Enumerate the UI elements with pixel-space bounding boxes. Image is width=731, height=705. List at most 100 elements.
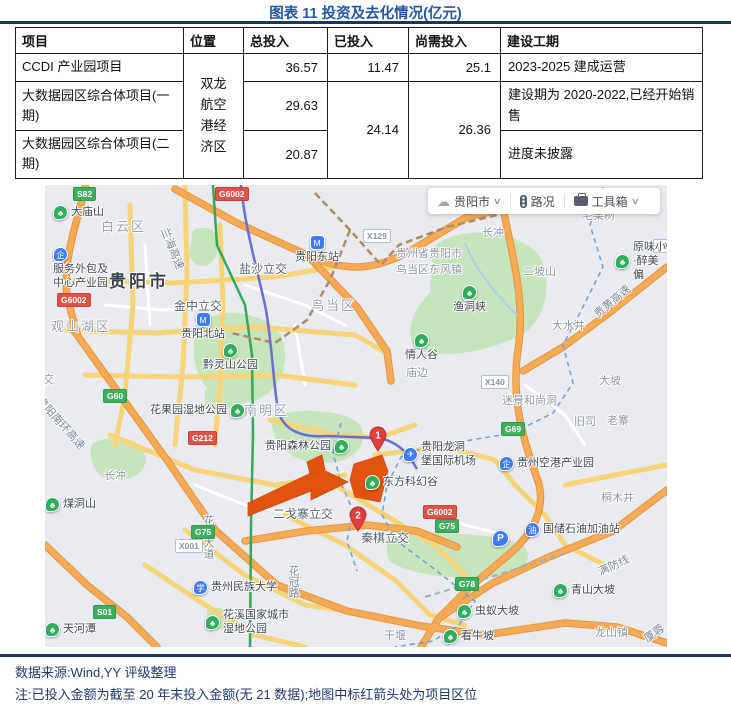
district-label: 南明区 xyxy=(244,403,290,418)
poi-scenic[interactable]: ♣ 天河潭 xyxy=(45,622,96,637)
poi-industrial-park[interactable]: 企服务外包及 中心产业园 xyxy=(53,247,108,291)
poi-metro-station[interactable]: M 贵阳北站 xyxy=(181,312,225,342)
parking-icon: P xyxy=(492,530,509,547)
poi-scenic[interactable]: ♣ 东方科幻谷 xyxy=(365,475,438,490)
toolbox-menu[interactable]: 工具箱 ∨ xyxy=(565,188,648,214)
place-label: 旧司 xyxy=(574,416,596,428)
map-pin-2[interactable]: 2 xyxy=(348,506,368,537)
place-label: 干堰 xyxy=(384,630,406,642)
minor-roads xyxy=(103,243,587,537)
poi-industrial-park[interactable]: 企贵州空港产业园 xyxy=(499,456,594,471)
total-cell: 20.87 xyxy=(243,129,328,179)
poi-airport[interactable]: ✈ 贵阳龙洞 堡国际机场 xyxy=(403,441,476,469)
district-boundary xyxy=(332,186,604,647)
poi-scenic[interactable]: ♣ 原味小 ·醉美偏 xyxy=(615,241,667,282)
project-name: CCDI 产业园项目 xyxy=(15,53,184,82)
poi-scenic[interactable]: ♣ 大庙山 xyxy=(53,205,104,220)
road-badge: G6002 xyxy=(215,187,249,201)
school-icon: 学 xyxy=(193,580,208,595)
place-label: 长冲 xyxy=(104,470,126,482)
poi-scenic[interactable]: ♣ 渔洞峡 xyxy=(453,285,486,315)
road-badge: G6002 xyxy=(423,505,457,519)
traffic-label: 路况 xyxy=(530,194,555,209)
figure-title: 图表 11 投资及去化情况(亿元) xyxy=(269,6,462,22)
road-badge: S01 xyxy=(93,605,117,619)
place-label: 龙山镇 xyxy=(595,627,628,639)
tree-icon: ♣ xyxy=(365,475,380,490)
interchange-label: 金中立交 xyxy=(174,299,223,313)
building-icon: 企 xyxy=(53,247,68,262)
place-label: 交 xyxy=(45,374,54,386)
col-remaining: 尚需投入 xyxy=(408,27,501,54)
city-selector-label: 贵阳市 xyxy=(454,194,491,209)
building-icon: 企 xyxy=(499,456,514,471)
metro-icon: M xyxy=(195,312,211,327)
metro-line xyxy=(239,185,419,470)
poi-scenic[interactable]: ♣ 花溪国家城市 湿地公园 xyxy=(205,609,289,637)
city-label: 贵阳市 xyxy=(109,272,169,291)
col-total: 总投入 xyxy=(243,27,328,54)
map-toolbar: ☁ 贵阳市 ∨ 路况 工具箱 ∨ xyxy=(428,188,660,214)
mountain-icon: ♣ xyxy=(443,629,458,644)
toolbar-divider xyxy=(509,194,511,208)
place-label: 桐木井 xyxy=(601,492,634,504)
poi-scenic[interactable]: 贵阳森林公园 ♣ xyxy=(265,439,349,454)
road-badge: X140 xyxy=(481,375,509,389)
tree-icon: ♣ xyxy=(223,343,238,358)
interchange-label: 秦棋立交 xyxy=(361,531,410,545)
toolbar-divider xyxy=(563,194,565,208)
road-badge: X978 xyxy=(653,239,667,253)
col-project: 项目 xyxy=(15,27,184,54)
chevron-down-icon: ∨ xyxy=(492,195,502,206)
poi-scenic[interactable]: ♣ 虫蚁大坡 xyxy=(457,604,519,619)
traffic-toggle[interactable]: 路况 xyxy=(511,188,564,214)
place-label: 大坡 xyxy=(599,375,621,387)
invested-cell: 11.47 xyxy=(327,53,409,82)
railway-south xyxy=(424,552,568,598)
poi-parking[interactable]: P xyxy=(492,530,509,547)
place-label: 大水井 xyxy=(552,320,585,332)
footnote: 注:已投入金额为截至 20 年末投入金额(无 21 数据);地图中标红箭头处为项… xyxy=(15,687,478,702)
plane-icon: ✈ xyxy=(403,447,418,463)
road-badge: X001 xyxy=(175,539,203,553)
interchange-label: 盐沙立交 xyxy=(239,262,288,276)
location-cell: 双龙航空港经济区 xyxy=(183,53,244,179)
place-label: 庙边 xyxy=(406,367,428,379)
poi-scenic[interactable]: ♣ 看牛坡 xyxy=(443,629,494,644)
traffic-light-icon xyxy=(519,194,527,208)
metro-icon: M xyxy=(309,235,325,250)
road-badge: S82 xyxy=(73,187,97,201)
poi-scenic[interactable]: ♣ 煤洞山 xyxy=(45,497,96,512)
place-label: 老寨 xyxy=(607,415,629,427)
city-selector[interactable]: ☁ 贵阳市 ∨ xyxy=(428,188,510,214)
poi-scenic[interactable]: ♣ 黔灵山公园 xyxy=(203,343,258,373)
map-pin-1[interactable]: 1 xyxy=(368,426,388,457)
district-label: 观山湖区 xyxy=(51,319,112,334)
schedule-cell: 2023-2025 建成运营 xyxy=(500,53,703,82)
table-header-row: 项目 位置 总投入 已投入 尚需投入 建设工期 xyxy=(15,27,703,54)
poi-university[interactable]: 学贵州民族大学 xyxy=(193,580,277,595)
place-label: 贵州省贵阳市 乌当区东风镇 xyxy=(396,248,462,276)
map[interactable]: ☁ 贵阳市 ∨ 路况 工具箱 ∨ 白云区 观山湖区 乌当区 南明区 贵阳市 毛栗… xyxy=(45,185,667,647)
poi-scenic[interactable]: 花果园湿地公园 ♣ xyxy=(150,403,245,418)
mountain-icon: ♣ xyxy=(553,583,568,598)
schedule-cell: 进度未披露 xyxy=(500,129,703,179)
remaining-cell: 26.36 xyxy=(408,80,501,179)
table-row: 大数据园区综合体项目(一期) 29.63 24.14 26.36 建设期为 20… xyxy=(15,80,703,179)
remaining-cell: 25.1 xyxy=(408,53,501,82)
investment-table: 项目 位置 总投入 已投入 尚需投入 建设工期 CCDI 产业园项目 双龙航空港… xyxy=(15,27,703,179)
top-rule xyxy=(0,21,731,24)
weather-cloud-icon: ☁ xyxy=(437,193,450,209)
poi-scenic[interactable]: ♣ 情人谷 xyxy=(405,333,438,363)
pin-shape xyxy=(349,506,367,532)
table-row: CCDI 产业园项目 双龙航空港经济区 36.57 11.47 25.1 202… xyxy=(15,53,703,179)
tree-icon: ♣ xyxy=(45,622,60,637)
poi-metro-station[interactable]: M 贵阳东站 xyxy=(295,235,339,265)
poi-scenic[interactable]: ♣ 青山大坡 xyxy=(553,583,615,598)
railway xyxy=(230,192,498,345)
poi-gas-station[interactable]: 油国储石油加油站 xyxy=(525,522,620,537)
toolbox-label: 工具箱 xyxy=(591,194,628,209)
data-source: 数据来源:Wind,YY 评级整理 xyxy=(15,665,177,680)
pin-number: 1 xyxy=(375,431,381,442)
